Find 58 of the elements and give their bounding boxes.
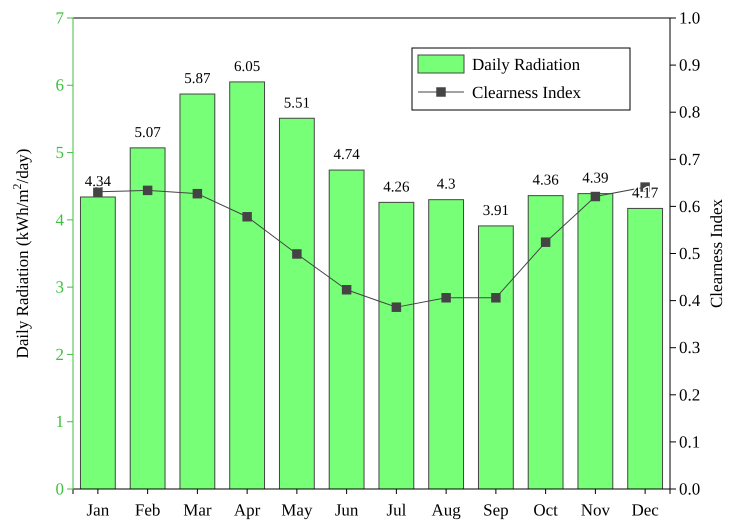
x-tick-label: Jul	[386, 500, 407, 520]
y-tick-label: 5	[56, 143, 64, 162]
x-tick-label: Jun	[334, 500, 359, 520]
y2-axis-title: Clearness Index	[707, 198, 726, 308]
x-tick-label: Aug	[431, 500, 462, 520]
point	[242, 212, 252, 222]
y2-tick-label: 0.5	[679, 244, 700, 263]
y-tick-label: 4	[56, 210, 64, 230]
x-tick-label: Apr	[234, 500, 261, 520]
data-label: 4.74	[334, 147, 360, 164]
data-label: 4.26	[383, 179, 410, 196]
x-tick-label: Dec	[631, 500, 660, 520]
data-label: 5.51	[284, 95, 310, 112]
y2-tick-label: 0.7	[679, 150, 701, 169]
y2-tick-label: 0.6	[679, 196, 700, 216]
data-label: 5.87	[184, 71, 211, 88]
y-tick-label: 0	[56, 479, 64, 498]
data-label: 4.3	[436, 176, 456, 193]
y-tick-label: 6	[56, 76, 64, 95]
x-tick-label: Sep	[483, 500, 509, 520]
point	[342, 285, 352, 295]
data-label: 3.91	[482, 202, 509, 219]
point	[491, 293, 501, 303]
y-tick-label: 1	[56, 412, 64, 432]
data-label: 5.07	[134, 124, 162, 141]
y2-tick-label: 0.0	[679, 479, 700, 498]
legend-label: Clearness Index	[472, 83, 582, 102]
data-label: 4.36	[532, 172, 560, 189]
point	[93, 187, 103, 197]
x-tick-label: Feb	[134, 500, 160, 520]
point	[441, 293, 451, 303]
x-tick-label: Oct	[533, 500, 558, 520]
data-label: 4.39	[582, 170, 608, 187]
point	[142, 186, 152, 196]
y2-tick-label: 0.3	[679, 338, 700, 358]
bar	[627, 208, 664, 490]
y2-tick-label: 0.9	[679, 56, 700, 75]
y-tick-label: 3	[56, 278, 64, 297]
y2-tick-label: 0.1	[679, 432, 700, 452]
point	[192, 188, 202, 198]
legend-label: Daily Radiation	[472, 55, 581, 74]
x-tick-label: Nov	[580, 500, 611, 520]
y2-tick-label: 0.2	[679, 385, 700, 404]
point	[392, 302, 402, 312]
x-tick-label: Mar	[183, 500, 212, 520]
data-label: 4.17	[632, 185, 659, 202]
data-label: 6.05	[234, 58, 260, 75]
y2-tick-label: 0.8	[679, 102, 700, 122]
point	[292, 249, 302, 259]
y2-tick-label: 1.0	[679, 8, 700, 28]
y-tick-label: 2	[56, 344, 64, 364]
data-label: 4.34	[84, 174, 112, 190]
x-tick-label: May	[281, 500, 313, 520]
y2-tick-label: 0.4	[679, 291, 701, 310]
y-tick-label: 7	[56, 8, 64, 28]
point	[540, 237, 550, 247]
point	[590, 192, 600, 202]
x-tick-label: Jan	[86, 500, 110, 520]
